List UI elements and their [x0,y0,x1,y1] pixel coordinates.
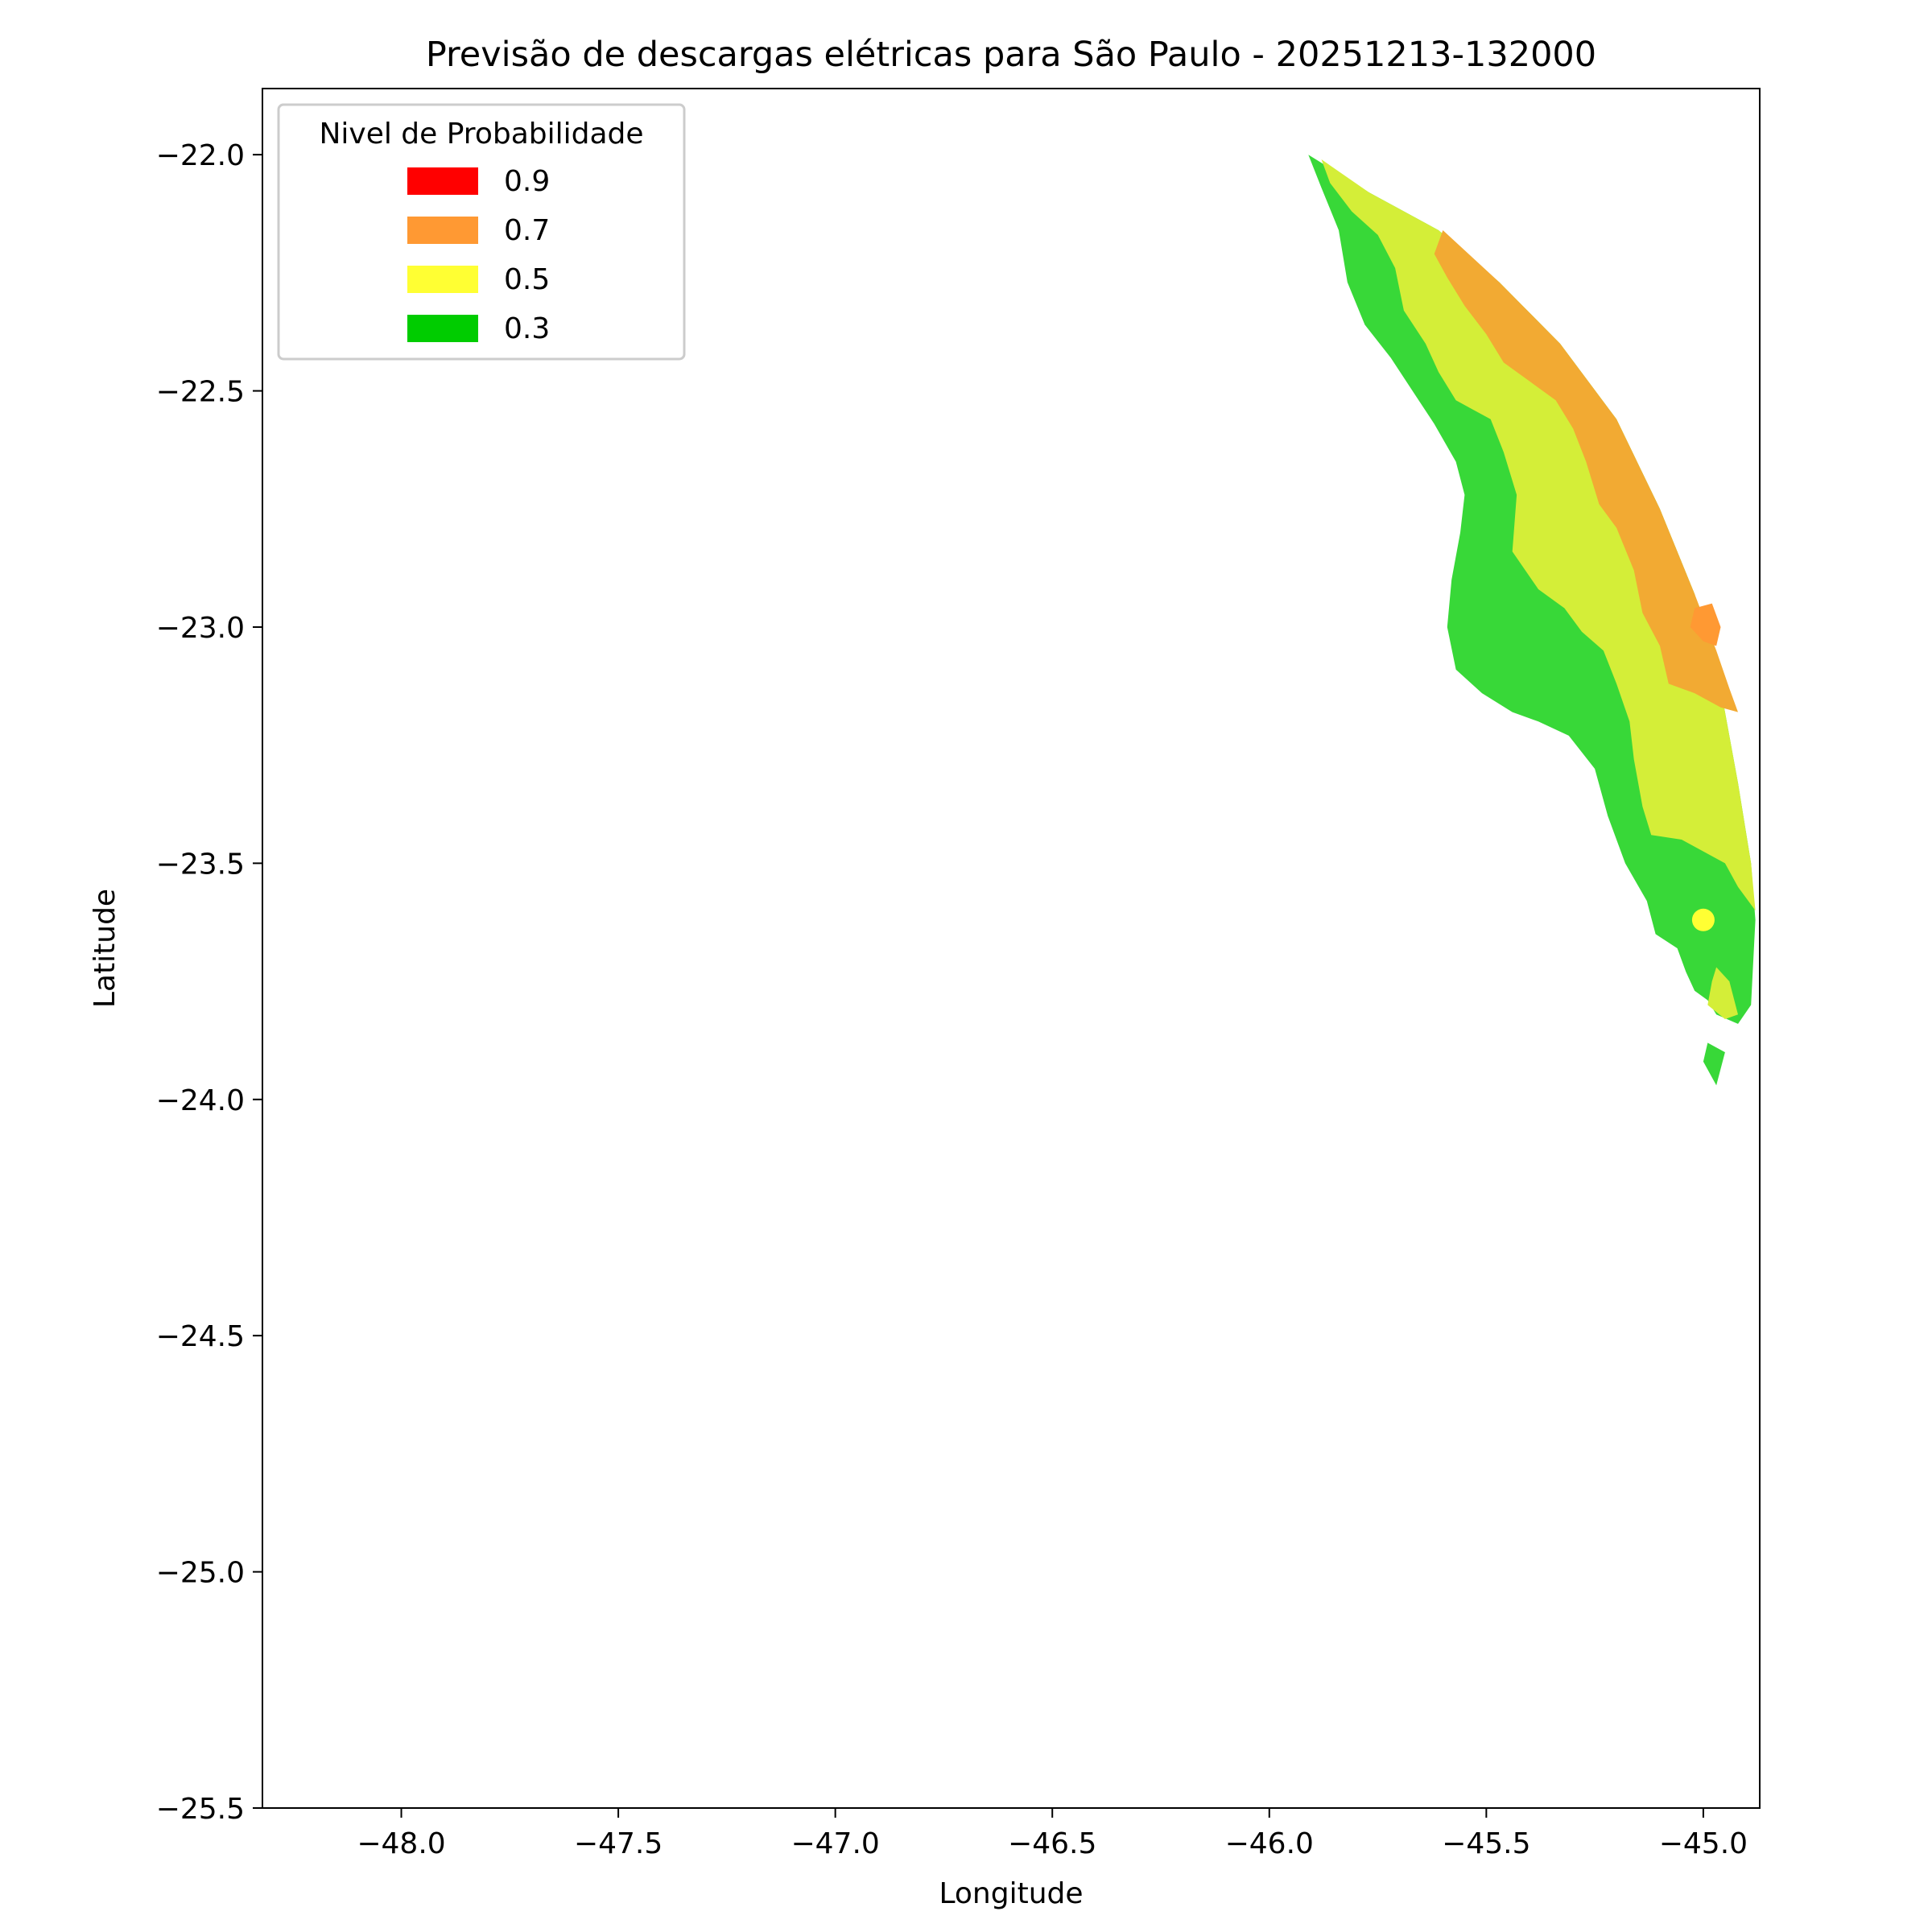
legend-box [277,103,686,361]
contour-region-03-1 [1703,1042,1725,1086]
contour-spot-0 [1691,908,1715,931]
legend-swatch-05 [407,266,478,293]
x-axis-label: Longitude [939,1877,1083,1910]
x-tick-label: −48.0 [357,1827,445,1860]
legend-swatch-03 [407,315,478,342]
y-tick-label: −25.5 [156,1793,245,1826]
legend: Nivel de Probabilidade 0.9 0.7 0.5 0.3 [277,103,686,361]
legend-label-07: 0.7 [504,214,550,247]
y-tick-label: −23.0 [156,612,245,645]
y-tick-label: −25.0 [156,1557,245,1590]
y-tick-label: −22.0 [156,139,245,172]
contour-region-05-3 [1707,967,1738,1019]
legend-label-03: 0.3 [504,312,550,345]
chart-title: Previsão de descargas elétricas para São… [426,35,1596,75]
y-tick-label: −23.5 [156,848,245,881]
legend-entries: 0.9 0.7 0.5 0.3 [407,165,550,345]
legend-title: Nivel de Probabilidade [319,118,643,151]
plot-area [1308,155,1756,1086]
legend-swatch-09 [407,167,478,195]
x-axis: −48.0 −47.5 −47.0 −46.5 −46.0 −45.5 −45.0 [357,1808,1748,1860]
x-tick-label: −46.5 [1008,1827,1096,1860]
plot-frame [262,88,1761,1809]
x-tick-label: −45.0 [1659,1827,1748,1860]
y-tick-label: −24.0 [156,1084,245,1117]
y-axis-label: Latitude [89,889,122,1008]
contour-region-07-5 [1690,603,1721,646]
legend-label-09: 0.9 [504,165,550,198]
contour-region-07-4 [1434,230,1738,712]
y-tick-label: −22.5 [156,376,245,409]
legend-label-05: 0.5 [504,263,550,296]
contour-region-05-2 [1321,159,1756,911]
legend-swatch-07 [407,217,478,244]
x-tick-label: −46.0 [1225,1827,1314,1860]
x-tick-label: −45.5 [1442,1827,1530,1860]
x-tick-label: −47.0 [791,1827,879,1860]
x-tick-label: −47.5 [574,1827,663,1860]
y-tick-label: −24.5 [156,1320,245,1353]
y-axis: −22.0 −22.5 −23.0 −23.5 −24.0 −24.5 −25.0 −25.5 [156,139,262,1826]
